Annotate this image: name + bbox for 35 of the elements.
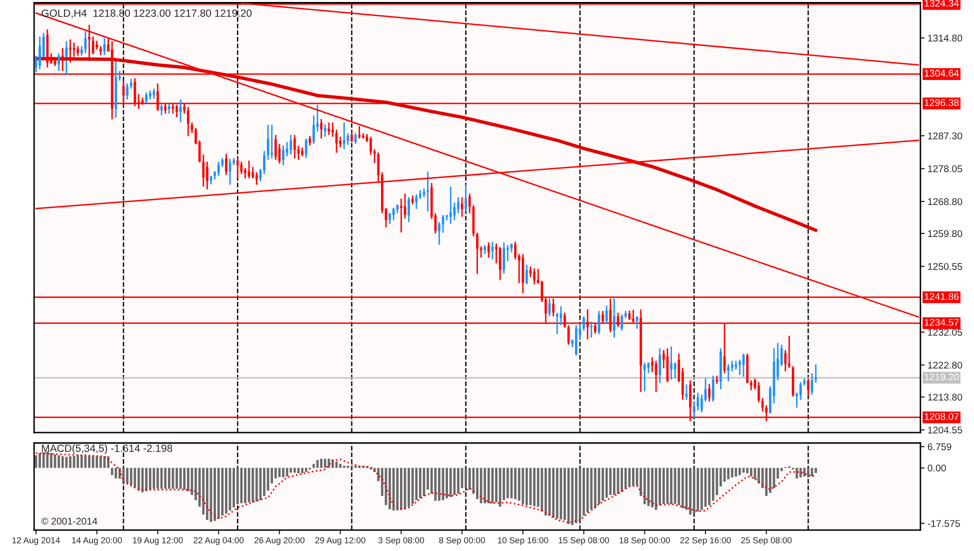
- annotation: © 2001-2014: [41, 518, 98, 525]
- text: GOLD,H4 1218.80 1223.00 1217.80 1219.20: [42, 9, 252, 18]
- x-tick-label: 19 Aug 12:00: [133, 537, 183, 546]
- y-tick-label: 1314.80: [928, 34, 962, 42]
- x-tick-label: 8 Sep 00:00: [439, 537, 485, 546]
- x-tick-label: 29 Aug 12:00: [315, 537, 366, 546]
- y-tick-label: -17.575: [928, 520, 960, 527]
- y-tick-label: 1250.55: [928, 263, 962, 270]
- y-tick-label: 1222.80: [928, 362, 962, 369]
- x-tick-label: 3 Sep 08:00: [378, 537, 424, 546]
- x-tick-label: 12 Aug 2014: [12, 537, 60, 546]
- ref-line-label: 1304.64: [924, 70, 959, 77]
- ref-line-label: 1296.38: [924, 99, 959, 106]
- ref-line-label: 1234.57: [924, 318, 959, 326]
- y-tick-label: 1259.80: [928, 230, 962, 238]
- x-tick-label: 18 Sep 00:00: [620, 537, 670, 546]
- y-tick-label: 0.00: [928, 464, 946, 472]
- x-tick-label: 22 Sep 16:00: [680, 537, 731, 546]
- x-tick-label: 14 Aug 20:00: [72, 537, 122, 546]
- ref-line-label: 1208.07: [924, 413, 959, 420]
- x-tick-label: 15 Sep 08:00: [558, 537, 610, 546]
- y-tick-label: 1213.80: [928, 394, 962, 401]
- y-tick-label: 6.759: [928, 443, 952, 450]
- y-tick-label: 1287.30: [928, 132, 962, 140]
- x-tick-label: 22 Aug 04:00: [194, 537, 244, 546]
- ref-line-label: 1219.20: [924, 374, 959, 380]
- x-tick-label: 26 Aug 20:00: [254, 537, 304, 546]
- y-tick-label: 1204.55: [928, 426, 962, 434]
- y-tick-label: 1278.05: [928, 165, 962, 172]
- y-tick-label: 1232.05: [928, 328, 962, 336]
- y-tick-label: 1268.80: [928, 198, 962, 206]
- x-tick-label: 25 Sep 08:00: [741, 537, 792, 546]
- ref-line-label: 1324.34: [924, 0, 959, 7]
- x-tick-label: 10 Sep 16:00: [498, 537, 548, 546]
- ref-line-label: 1241.86: [924, 292, 959, 300]
